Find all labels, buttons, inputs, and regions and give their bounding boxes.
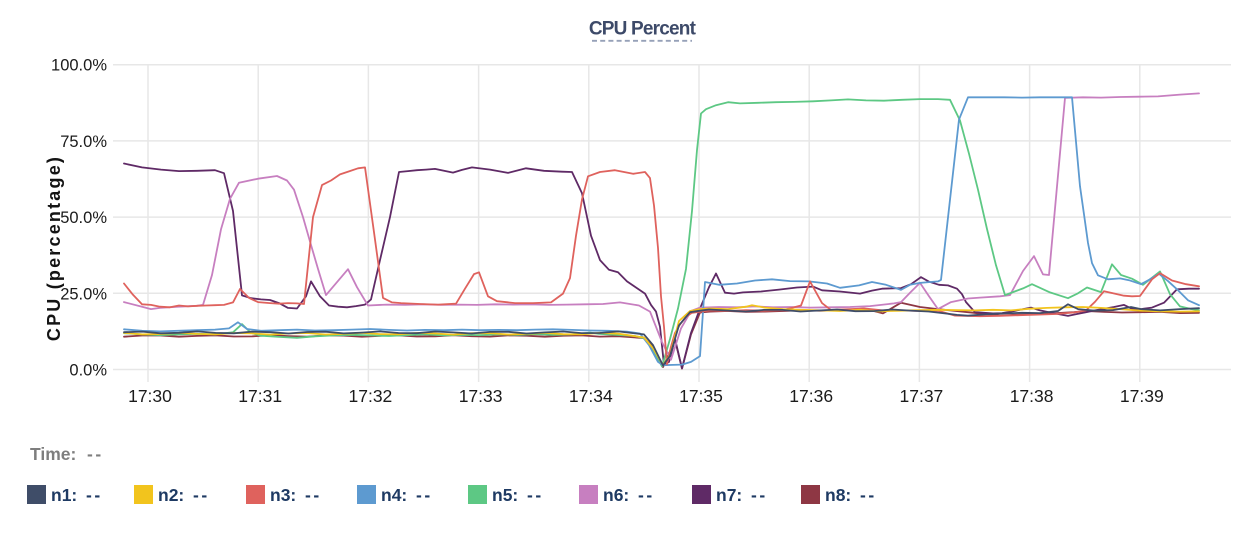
svg-text:17:32: 17:32 [349, 386, 393, 406]
svg-text:17:35: 17:35 [679, 386, 723, 406]
svg-text:n4:: n4: [381, 485, 407, 505]
svg-text:--: -- [87, 444, 104, 464]
svg-text:17:38: 17:38 [1010, 386, 1054, 406]
svg-text:n2:: n2: [158, 485, 184, 505]
svg-text:CPU Percent: CPU Percent [589, 19, 697, 40]
svg-text:--: -- [305, 485, 322, 505]
svg-text:17:37: 17:37 [900, 386, 944, 406]
svg-text:n1:: n1: [51, 485, 77, 505]
svg-text:CPU (percentage): CPU (percentage) [44, 155, 64, 341]
svg-text:50.0%: 50.0% [60, 209, 107, 227]
svg-text:--: -- [86, 485, 103, 505]
svg-text:100.0%: 100.0% [51, 57, 107, 75]
svg-text:17:30: 17:30 [128, 386, 172, 406]
svg-text:n8:: n8: [825, 485, 851, 505]
svg-text:17:31: 17:31 [238, 386, 282, 406]
svg-text:Time:: Time: [30, 444, 76, 464]
svg-text:17:39: 17:39 [1120, 386, 1164, 406]
svg-text:25.0%: 25.0% [60, 285, 107, 303]
svg-text:--: -- [638, 485, 655, 505]
svg-text:17:36: 17:36 [789, 386, 833, 406]
svg-text:17:33: 17:33 [459, 386, 503, 406]
svg-text:--: -- [860, 485, 877, 505]
svg-text:n5:: n5: [492, 485, 518, 505]
svg-text:--: -- [751, 485, 768, 505]
svg-text:--: -- [193, 485, 210, 505]
svg-text:n6:: n6: [603, 485, 629, 505]
svg-text:n7:: n7: [716, 485, 742, 505]
svg-text:0.0%: 0.0% [69, 362, 107, 380]
svg-text:n3:: n3: [270, 485, 296, 505]
svg-text:--: -- [527, 485, 544, 505]
svg-text:17:34: 17:34 [569, 386, 613, 406]
svg-text:75.0%: 75.0% [60, 133, 107, 151]
svg-text:--: -- [416, 485, 433, 505]
